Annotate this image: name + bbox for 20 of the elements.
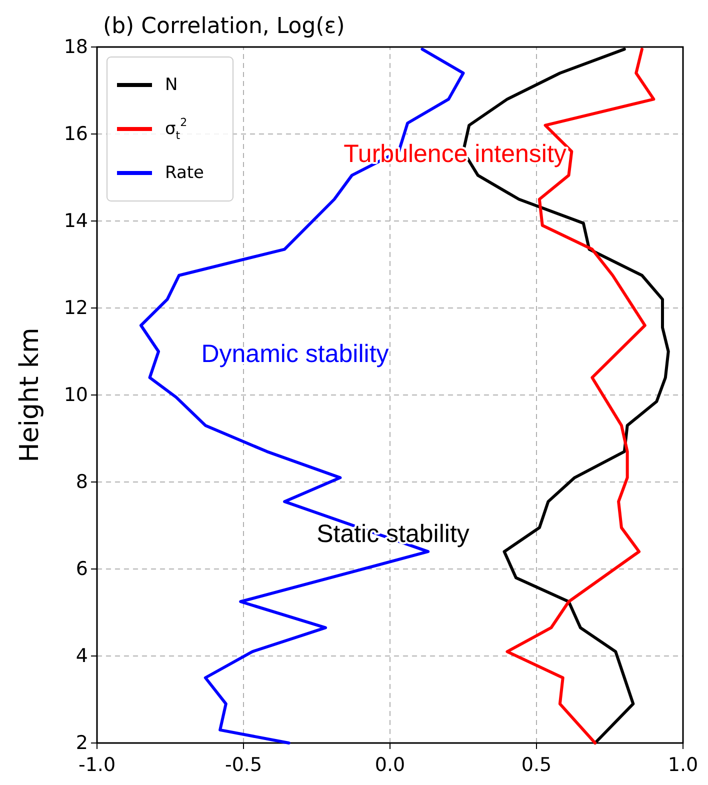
y-tick-label: 2 (76, 732, 88, 754)
y-axis-title: Height km (15, 328, 45, 462)
legend-label: Rate (165, 162, 204, 183)
x-tick-label: 1.0 (668, 754, 698, 776)
x-tick-label: -0.5 (224, 754, 262, 776)
y-tick-label: 6 (76, 558, 88, 580)
y-tick-label: 14 (64, 210, 88, 232)
annotation: Static stability (316, 520, 470, 548)
y-tick-label: 16 (64, 123, 88, 146)
x-tick-label: 0.5 (521, 754, 552, 776)
x-tick-label: 0.0 (374, 754, 406, 776)
chart-title: (b) Correlation, Log(ε) (103, 14, 345, 39)
y-tick-label: 4 (76, 645, 88, 668)
legend-label: N (165, 74, 178, 95)
y-tick-label: 12 (64, 297, 88, 320)
y-tick-label: 8 (76, 471, 88, 494)
y-tick-label: 10 (64, 384, 88, 406)
y-tick-label: 18 (64, 36, 88, 58)
x-tick-label: -1.0 (78, 754, 116, 776)
annotation: Dynamic stability (201, 340, 390, 368)
